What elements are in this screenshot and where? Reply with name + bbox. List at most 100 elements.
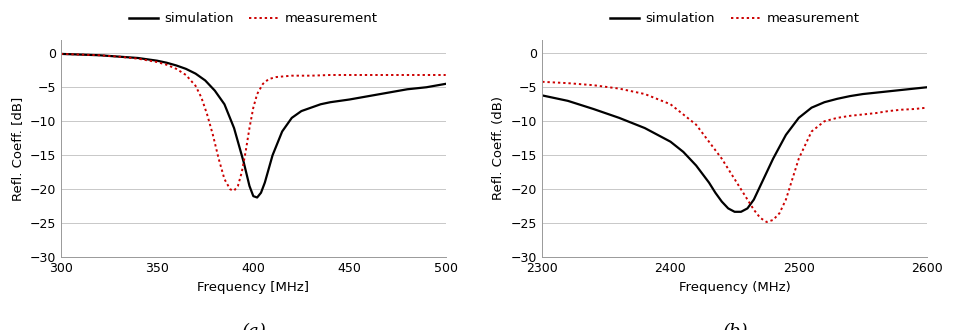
measurement xyxy=(882,109,893,113)
measurement xyxy=(760,220,772,224)
measurement xyxy=(895,108,906,112)
measurement xyxy=(907,107,919,111)
measurement xyxy=(587,83,598,87)
measurement xyxy=(112,55,124,59)
simulation xyxy=(305,106,316,110)
simulation xyxy=(895,88,906,92)
simulation xyxy=(93,53,105,57)
simulation xyxy=(112,55,124,59)
measurement xyxy=(228,189,239,193)
simulation xyxy=(382,91,394,95)
simulation xyxy=(536,93,547,97)
measurement xyxy=(257,82,269,86)
simulation xyxy=(561,99,573,103)
Text: (b): (b) xyxy=(721,323,746,330)
simulation xyxy=(740,207,752,211)
X-axis label: Frequency [MHz]: Frequency [MHz] xyxy=(197,281,309,294)
simulation xyxy=(869,91,881,95)
X-axis label: Frequency (MHz): Frequency (MHz) xyxy=(678,281,790,294)
measurement xyxy=(232,184,243,188)
simulation xyxy=(343,98,355,102)
Legend: simulation, measurement: simulation, measurement xyxy=(123,7,383,31)
simulation xyxy=(843,94,855,98)
measurement xyxy=(754,216,765,220)
measurement xyxy=(439,73,451,77)
measurement xyxy=(735,187,746,191)
measurement xyxy=(690,123,701,127)
simulation xyxy=(209,89,220,93)
simulation xyxy=(831,97,842,101)
simulation xyxy=(243,184,254,188)
measurement xyxy=(305,74,316,78)
simulation xyxy=(286,116,297,120)
measurement xyxy=(324,73,335,77)
measurement xyxy=(295,74,307,78)
measurement xyxy=(664,102,676,106)
simulation xyxy=(766,157,778,161)
simulation xyxy=(248,194,259,198)
simulation xyxy=(259,181,271,184)
measurement xyxy=(93,53,105,57)
measurement xyxy=(161,63,172,67)
simulation xyxy=(716,200,727,204)
measurement xyxy=(818,119,829,123)
simulation xyxy=(882,89,893,93)
Y-axis label: Refl. Coeff. (dB): Refl. Coeff. (dB) xyxy=(492,96,505,201)
measurement xyxy=(243,126,254,130)
measurement xyxy=(780,198,791,202)
simulation xyxy=(735,210,746,214)
simulation xyxy=(152,59,163,63)
simulation xyxy=(747,198,759,202)
measurement xyxy=(180,73,192,77)
measurement xyxy=(363,73,375,77)
simulation xyxy=(228,126,239,130)
simulation xyxy=(295,109,307,113)
measurement xyxy=(856,113,867,116)
Legend: simulation, measurement: simulation, measurement xyxy=(604,7,863,31)
simulation xyxy=(805,106,817,110)
simulation xyxy=(818,100,829,104)
Line: simulation: simulation xyxy=(541,87,926,212)
measurement xyxy=(190,84,201,88)
simulation xyxy=(690,164,701,168)
measurement xyxy=(224,187,235,191)
measurement xyxy=(786,177,798,181)
measurement xyxy=(747,208,759,212)
measurement xyxy=(420,73,432,77)
measurement xyxy=(263,77,274,81)
measurement xyxy=(716,157,727,161)
Line: measurement: measurement xyxy=(541,82,926,222)
simulation xyxy=(921,85,932,89)
simulation xyxy=(664,140,676,144)
measurement xyxy=(132,57,144,61)
simulation xyxy=(171,63,182,67)
simulation xyxy=(180,67,192,71)
measurement xyxy=(195,95,207,99)
simulation xyxy=(677,150,688,154)
measurement xyxy=(773,211,784,215)
measurement xyxy=(218,177,230,181)
simulation xyxy=(314,102,326,106)
measurement xyxy=(207,133,218,137)
simulation xyxy=(74,52,86,56)
Text: (a): (a) xyxy=(241,323,265,330)
simulation xyxy=(190,72,201,76)
Line: simulation: simulation xyxy=(61,54,445,197)
measurement xyxy=(401,73,413,77)
simulation xyxy=(856,92,867,96)
simulation xyxy=(709,191,720,195)
measurement xyxy=(201,113,213,116)
measurement xyxy=(152,60,163,64)
simulation xyxy=(55,52,67,56)
measurement xyxy=(843,114,855,118)
simulation xyxy=(161,61,172,65)
measurement xyxy=(239,150,251,154)
measurement xyxy=(869,111,881,115)
simulation xyxy=(792,116,803,120)
simulation xyxy=(639,126,650,130)
simulation xyxy=(420,85,432,89)
Y-axis label: Refl. Coeff. [dB]: Refl. Coeff. [dB] xyxy=(11,96,24,201)
simulation xyxy=(728,210,740,214)
measurement xyxy=(252,92,263,96)
measurement xyxy=(921,106,932,110)
